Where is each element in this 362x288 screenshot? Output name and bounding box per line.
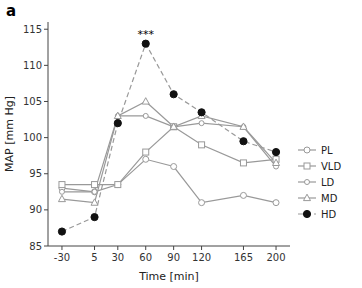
x-axis [48, 246, 290, 247]
marker [171, 164, 177, 170]
marker [240, 138, 247, 145]
marker [114, 120, 121, 127]
series-line [62, 127, 276, 185]
marker [198, 109, 205, 116]
marker [92, 182, 98, 188]
marker [273, 200, 279, 206]
legend-marker [304, 194, 311, 200]
marker [143, 156, 149, 162]
plot-area [58, 40, 279, 235]
x-tick [276, 246, 277, 250]
x-tick [145, 246, 146, 250]
series-line [62, 159, 276, 202]
x-tick-label: 200 [266, 252, 285, 263]
y-tick-label: 105 [23, 96, 42, 107]
marker [92, 189, 97, 194]
y-tick [44, 173, 48, 174]
marker [115, 182, 121, 188]
marker [240, 192, 246, 198]
x-tick-label: 30 [111, 252, 124, 263]
y-tick-label: 110 [23, 60, 42, 71]
legend-marker [305, 180, 310, 185]
marker [199, 200, 205, 206]
marker [58, 195, 65, 201]
background [0, 0, 362, 288]
x-label: Time [min] [138, 270, 199, 283]
marker [143, 149, 149, 155]
marker [59, 189, 64, 194]
x-tick [61, 246, 62, 250]
x-tick [173, 246, 174, 250]
marker [272, 148, 279, 155]
legend-label: MD [321, 193, 338, 204]
y-tick [44, 101, 48, 102]
marker [170, 91, 177, 98]
y-tick-label: 100 [23, 132, 42, 143]
y-label: MAP [mm Hg] [3, 96, 16, 172]
y-tick-label: 95 [29, 168, 42, 179]
x-tick-label: 165 [234, 252, 253, 263]
marker [199, 121, 204, 126]
legend-marker [304, 147, 310, 153]
legend: PL VLD LD MD HD [298, 145, 341, 220]
annotation: *** [137, 28, 154, 41]
x-tick-label: -30 [54, 252, 70, 263]
y-tick [44, 65, 48, 66]
marker [114, 112, 121, 118]
x-tick-label: 120 [192, 252, 211, 263]
marker [199, 142, 205, 148]
y-tick-label: 115 [23, 24, 42, 35]
chart: -30 5 30 60 90 120 165 200 85 90 95 100 105 110 115 Tim… [0, 0, 362, 288]
marker [273, 159, 280, 165]
marker [142, 98, 149, 104]
series-line [62, 116, 276, 192]
marker [171, 124, 177, 130]
y-tick [44, 209, 48, 210]
legend-label: PL [321, 145, 333, 156]
x-tick-label: 90 [167, 252, 180, 263]
legend-label: VLD [321, 161, 341, 172]
legend-label: LD [321, 177, 335, 188]
x-tick-label: 5 [91, 252, 97, 263]
marker [240, 160, 246, 166]
legend-marker [303, 210, 310, 217]
marker [59, 182, 65, 188]
marker [115, 182, 121, 188]
marker [91, 199, 98, 205]
title: a [6, 2, 16, 20]
x-tick-label: 60 [139, 252, 152, 263]
y-tick-label: 85 [29, 241, 42, 252]
x-tick [201, 246, 202, 250]
marker [240, 123, 247, 129]
y-tick-label: 90 [29, 204, 42, 215]
marker [58, 228, 65, 235]
series-line [62, 44, 276, 232]
x-tick [243, 246, 244, 250]
marker [91, 213, 98, 220]
y-axis [48, 22, 49, 246]
x-tick [94, 246, 95, 250]
marker [170, 123, 177, 129]
x-tick [117, 246, 118, 250]
series-line [62, 101, 276, 202]
y-tick [44, 137, 48, 138]
marker [143, 113, 148, 118]
legend-label: HD [321, 209, 337, 220]
marker [92, 189, 98, 195]
y-tick [44, 29, 48, 30]
legend-marker [304, 163, 310, 169]
y-tick [44, 246, 48, 247]
